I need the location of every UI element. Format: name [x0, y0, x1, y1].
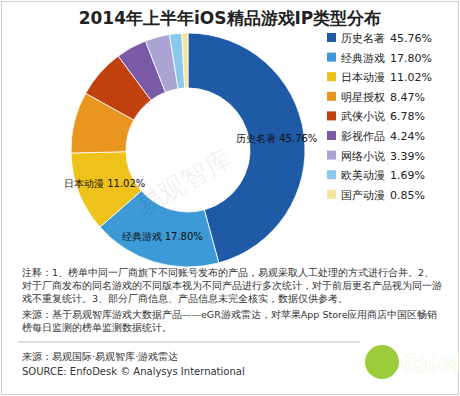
legend-swatch	[327, 151, 336, 160]
legend-value: 8.47%	[390, 91, 425, 104]
legend-label: 国产动漫 0.85%	[341, 189, 425, 202]
legend-swatch	[327, 170, 336, 179]
source-note: 来源：基于易观智库游戏大数据产品——eGR游戏雷达，对苹果App Store应用…	[22, 308, 442, 334]
title: 2014年上半年iOS精品游戏IP类型分布	[79, 8, 382, 28]
legend-swatch	[327, 72, 336, 81]
legend-swatch	[327, 111, 336, 120]
legend-category: 欧美动漫	[341, 169, 385, 182]
separator	[18, 342, 360, 343]
legend-swatch	[327, 131, 336, 140]
legend-swatch	[327, 33, 336, 42]
legend-category: 经典游戏	[341, 52, 385, 65]
logo: 优游网	[399, 351, 460, 375]
legend-label: 网络小说 3.39%	[341, 150, 425, 163]
legend-label: 历史名著 45.76%	[341, 32, 432, 45]
legend-swatch	[327, 53, 336, 62]
slices	[71, 33, 305, 267]
legend-value: 3.39%	[390, 150, 425, 163]
legend-label: 日本动漫 11.02%	[341, 71, 432, 84]
slice	[182, 33, 188, 88]
legend-value: 0.85%	[390, 189, 425, 202]
notes: 注释：1、榜单中同一厂商旗下不同账号发布的产品，易观采取人工处理的方式进行合并。…	[22, 266, 442, 305]
legend-category: 影视作品	[341, 130, 385, 143]
legend-label: 欧美动漫 1.69%	[341, 169, 425, 182]
legend-category: 明星授权	[341, 91, 385, 104]
legend-value: 6.78%	[390, 110, 425, 123]
legend-category: 日本动漫	[341, 71, 385, 84]
legend-value: 11.02%	[390, 71, 432, 84]
legend-label: 明星授权 8.47%	[341, 91, 425, 104]
legend-category: 国产动漫	[341, 189, 385, 202]
slice-label: 经典游戏 17.80%	[122, 231, 203, 242]
source-en: SOURCE: EnfoDesk © Analysys Internationa…	[22, 366, 245, 377]
legend-category: 历史名著	[341, 32, 385, 45]
legend-value: 17.80%	[390, 52, 432, 65]
legend-label: 武侠小说 6.78%	[341, 110, 425, 123]
legend-value: 1.69%	[390, 169, 425, 182]
legend-label: 经典游戏 17.80%	[341, 52, 432, 65]
slice-label: 日本动漫 11.02%	[64, 178, 145, 189]
legend-category: 网络小说	[341, 150, 385, 163]
legend-category: 武侠小说	[341, 110, 385, 123]
legend-value: 4.24%	[390, 130, 425, 143]
legend-swatch	[327, 92, 336, 101]
chart: 2014年上半年iOS精品游戏IP类型分布易观智库历史名著 45.76%经典游戏…	[0, 0, 460, 396]
legend-value: 45.76%	[390, 32, 432, 45]
legend: 历史名著 45.76% 经典游戏 17.80% 日本动漫 11.02% 明星授权 8.47% 武…	[327, 32, 432, 202]
slice	[71, 152, 141, 227]
legend-swatch	[327, 190, 336, 199]
legend-label: 影视作品 4.24%	[341, 130, 425, 143]
watermark: 易观智库	[131, 143, 236, 221]
source: 来源：易观国际·易观智库·游戏雷达	[22, 350, 178, 364]
logo-icon	[365, 345, 399, 379]
slice-label: 历史名著 45.76%	[236, 133, 317, 144]
